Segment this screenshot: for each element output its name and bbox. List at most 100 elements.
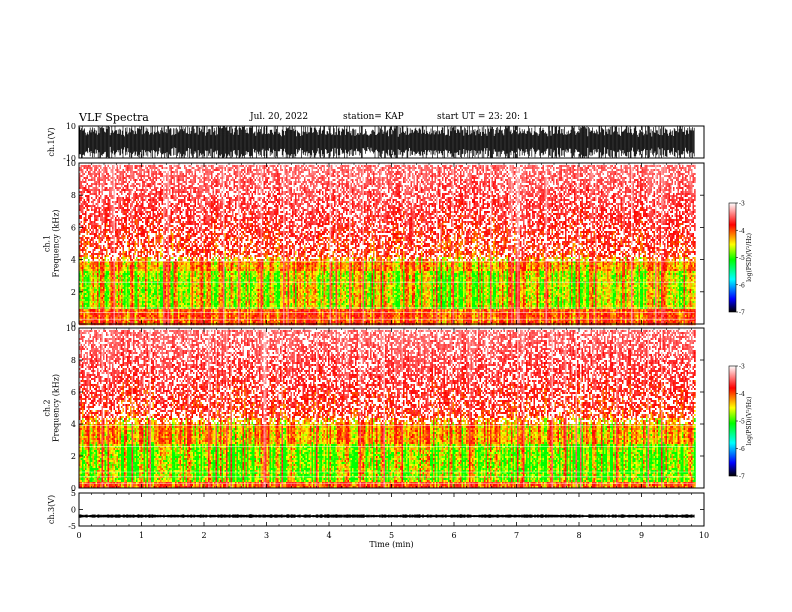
spectrogram-cell	[82, 177, 84, 179]
spectrogram-cell	[81, 269, 83, 271]
spectrogram-cell	[84, 241, 86, 243]
spectrogram-cell	[81, 233, 83, 235]
spectrogram-cell	[85, 175, 87, 177]
spectrogram-cell	[82, 219, 84, 221]
spectrogram-cell	[82, 189, 84, 191]
spectrogram-cell	[82, 205, 84, 207]
spectrogram-cell	[84, 269, 86, 271]
spectrogram-cell	[85, 259, 87, 261]
ch1-spectrogram-cells	[79, 163, 696, 325]
spectrogram-cell	[82, 207, 84, 209]
spectrogram-cell	[85, 185, 87, 187]
spectrogram-cell	[82, 233, 84, 235]
spectrogram-cell	[87, 215, 89, 217]
spectrogram-cell	[81, 177, 83, 179]
spectrogram-cell	[82, 321, 84, 323]
spectrogram-cell	[87, 193, 89, 195]
spectrogram-cell	[85, 303, 87, 305]
spectrogram-cell	[81, 237, 83, 239]
spectrogram-cell	[81, 235, 83, 237]
spectrogram-cell	[87, 223, 89, 225]
spectrogram-cell	[82, 271, 84, 273]
spectrogram-cell	[84, 223, 86, 225]
spectrogram-cell	[87, 227, 89, 229]
spectrogram-cell	[85, 227, 87, 229]
spectrogram-cell	[84, 221, 86, 223]
spectrogram-cell	[84, 205, 86, 207]
spectrogram-cell	[85, 165, 87, 167]
spectrogram-cell	[85, 309, 87, 311]
spectrogram-cell	[81, 165, 83, 167]
spectrogram-cell	[84, 169, 86, 171]
spectrogram-cell	[81, 211, 83, 213]
spectrogram-cell	[82, 169, 84, 171]
spectrogram-cell	[87, 197, 89, 199]
spectrogram-cell	[81, 215, 83, 217]
spectrogram-cell	[82, 265, 84, 267]
spectrogram-cell	[82, 221, 84, 223]
spectrogram-cell	[84, 167, 86, 169]
spectrogram-cell	[84, 219, 86, 221]
spectrogram-cell	[84, 247, 86, 249]
spectrogram-cell	[81, 271, 83, 273]
spectrogram-cell	[84, 317, 86, 319]
spectrogram-cell	[81, 275, 83, 277]
spectrogram-cell	[87, 221, 89, 223]
spectrogram-cell	[84, 279, 86, 281]
spectrogram-cell	[87, 165, 89, 167]
spectrogram-cell	[84, 173, 86, 175]
spectrogram-cell	[87, 211, 89, 213]
spectrogram-cell	[84, 259, 86, 261]
spectrogram-cell	[84, 303, 86, 305]
spectrogram-cell	[84, 225, 86, 227]
spectrogram-cell	[84, 237, 86, 239]
spectrogram-cell	[84, 203, 86, 205]
spectrogram-cell	[85, 279, 87, 281]
spectrogram-cell	[85, 255, 87, 257]
spectrogram-cell	[84, 301, 86, 303]
spectrogram-cell	[84, 179, 86, 181]
spectrogram-cell	[82, 209, 84, 211]
spectrogram-cell	[84, 249, 86, 251]
spectrogram-cell	[81, 201, 83, 203]
spectrogram-cell	[84, 235, 86, 237]
spectrogram-cell	[82, 295, 84, 297]
spectrogram-cell	[82, 285, 84, 287]
spectrogram-cell	[81, 279, 83, 281]
spectrogram-cell	[87, 189, 89, 191]
spectrogram-cell	[82, 273, 84, 275]
spectrogram-cell	[84, 181, 86, 183]
spectrogram-cell	[84, 305, 86, 307]
spectrogram-cell	[85, 277, 87, 279]
spectrogram-cell	[84, 233, 86, 235]
spectrogram-cell	[85, 221, 87, 223]
spectrogram-cell	[85, 201, 87, 203]
spectrogram-cell	[85, 247, 87, 249]
spectrogram-cell	[84, 267, 86, 269]
spectrogram-cell	[81, 287, 83, 289]
spectrogram-cell	[84, 257, 86, 259]
spectrogram-cell	[87, 195, 89, 197]
spectrogram-cell	[84, 175, 86, 177]
spectrogram-cell	[81, 189, 83, 191]
spectrogram-cell	[85, 251, 87, 253]
spectrogram-cell	[82, 263, 84, 265]
spectrogram-cell	[84, 289, 86, 291]
spectrogram-cell	[81, 241, 83, 243]
spectrogram-cell	[81, 273, 83, 275]
spectrogram-cell	[85, 187, 87, 189]
spectrogram-cell	[82, 181, 84, 183]
spectrogram-cell	[87, 199, 89, 201]
spectrogram-cell	[85, 285, 87, 287]
spectrogram-cell	[81, 239, 83, 241]
spectrogram-cell	[82, 297, 84, 299]
spectrogram-cell	[81, 285, 83, 287]
spectrogram-cell	[85, 189, 87, 191]
spectrogram-cell	[84, 299, 86, 301]
spectrogram-cell	[81, 313, 83, 315]
spectrogram-cell	[82, 183, 84, 185]
spectrogram-cell	[85, 263, 87, 265]
spectrogram-cell	[84, 245, 86, 247]
spectrogram-cell	[85, 317, 87, 319]
spectrogram-cell	[82, 167, 84, 169]
